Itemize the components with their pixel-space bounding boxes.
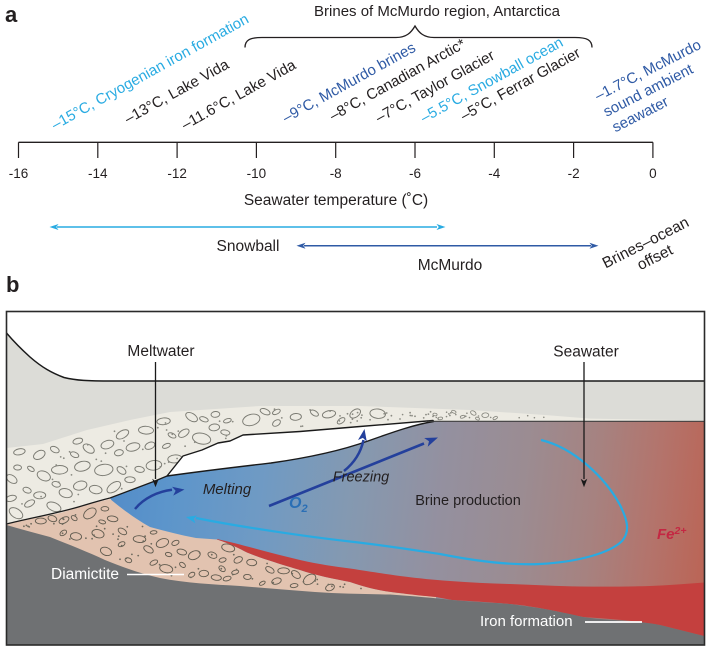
svg-text:Melting: Melting	[203, 481, 252, 498]
svg-text:Snowball: Snowball	[217, 238, 280, 255]
svg-text:-14: -14	[88, 166, 108, 181]
svg-text:Seawater: Seawater	[553, 344, 618, 361]
svg-text:Brine production: Brine production	[415, 493, 521, 509]
svg-text:-2: -2	[568, 166, 580, 181]
svg-text:-6: -6	[409, 166, 421, 181]
svg-text:Freezing: Freezing	[333, 470, 389, 486]
svg-text:Brines of McMurdo region, Anta: Brines of McMurdo region, Antarctica	[314, 3, 561, 20]
svg-text:b: b	[6, 272, 19, 297]
svg-text:McMurdo: McMurdo	[418, 257, 483, 274]
svg-text:-8: -8	[330, 166, 342, 181]
svg-text:a: a	[5, 2, 18, 27]
svg-text:Seawater temperature (˚C): Seawater temperature (˚C)	[244, 192, 428, 209]
svg-text:Diamictite: Diamictite	[51, 566, 119, 583]
svg-text:0: 0	[649, 166, 657, 181]
svg-text:-10: -10	[247, 166, 267, 181]
svg-text:-16: -16	[9, 166, 29, 181]
svg-text:-4: -4	[488, 166, 500, 181]
svg-text:Iron formation: Iron formation	[480, 613, 573, 630]
svg-text:-12: -12	[167, 166, 187, 181]
svg-text:Meltwater: Meltwater	[127, 343, 194, 360]
